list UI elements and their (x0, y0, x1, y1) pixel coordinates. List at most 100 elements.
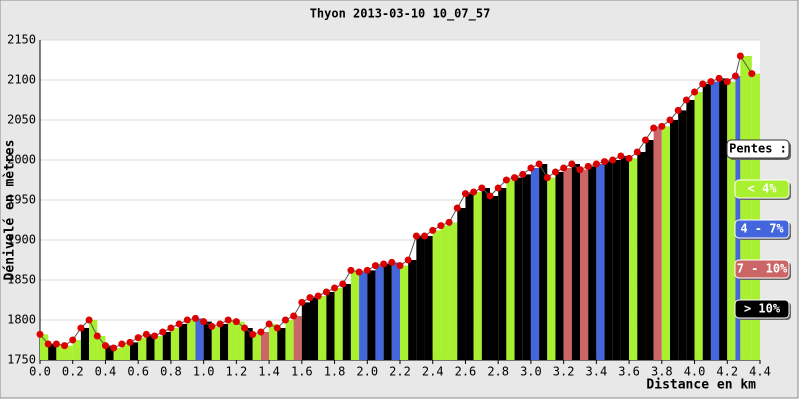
bar (391, 262, 400, 360)
point (731, 72, 739, 80)
point (175, 320, 183, 328)
point (118, 340, 126, 348)
point (543, 174, 551, 182)
legend-swatch (734, 259, 790, 279)
bar (424, 236, 433, 360)
bar (72, 340, 81, 360)
bar (383, 264, 392, 360)
point (208, 322, 216, 330)
point (85, 316, 93, 324)
x-tick-label: 3.0 (520, 365, 542, 379)
point (576, 166, 584, 174)
point (601, 158, 609, 166)
x-tick-label: 4.2 (716, 365, 738, 379)
bar (686, 100, 695, 360)
y-tick-label: 1950 (7, 193, 36, 207)
y-tick-label: 1900 (7, 233, 36, 247)
point (641, 136, 649, 144)
bar (580, 169, 589, 360)
bar (481, 188, 490, 360)
point (159, 328, 167, 336)
bar (449, 222, 458, 360)
point (625, 154, 633, 162)
bar (244, 328, 253, 360)
point (658, 122, 666, 130)
x-tick-label: 1.6 (291, 365, 313, 379)
bar (367, 270, 376, 360)
point (666, 116, 674, 124)
bar (473, 192, 482, 360)
point (748, 70, 756, 78)
bar (678, 110, 687, 361)
point (445, 218, 453, 226)
point (167, 324, 175, 332)
bar (727, 81, 736, 360)
point (470, 188, 478, 196)
point (224, 316, 232, 324)
point (77, 324, 85, 332)
x-tick-label: 1.2 (226, 365, 248, 379)
bar (563, 168, 572, 360)
point (322, 288, 330, 296)
x-tick-label: 2.2 (389, 365, 411, 379)
bar (514, 177, 523, 360)
legend-label: 7 - 10% (737, 262, 788, 276)
bar (285, 320, 294, 360)
y-tick-label: 1800 (7, 313, 36, 327)
point (674, 106, 682, 114)
chart-title: Thyon 2013-03-10 10_07_57 (310, 7, 491, 22)
bar (154, 336, 163, 360)
point (380, 260, 388, 268)
point (560, 164, 568, 172)
point (715, 74, 723, 82)
profile-line (39, 54, 753, 349)
point (142, 330, 150, 338)
point (273, 324, 281, 332)
point (437, 222, 445, 230)
x-tick-label: 0.0 (29, 365, 51, 379)
legend-title: Pentes : (729, 142, 787, 156)
point (511, 174, 519, 182)
point (461, 190, 469, 198)
point (36, 330, 44, 338)
point (216, 320, 224, 328)
bar (318, 296, 327, 360)
point (682, 96, 690, 104)
point (551, 168, 559, 176)
point (339, 280, 347, 288)
bar (130, 342, 139, 360)
bar (187, 320, 196, 360)
bar (359, 272, 368, 360)
bar (637, 152, 646, 360)
bar (645, 140, 654, 360)
point (527, 164, 535, 172)
point (723, 78, 731, 86)
point (134, 334, 142, 342)
y-tick-label: 2000 (7, 153, 36, 167)
bar (612, 160, 621, 360)
x-tick-label: 0.4 (95, 365, 117, 379)
bar (530, 168, 540, 360)
point (707, 78, 715, 86)
point (93, 332, 101, 340)
x-tick-label: 0.6 (127, 365, 149, 379)
x-tick-label: 1.4 (258, 365, 280, 379)
point (249, 330, 257, 338)
point (412, 232, 420, 240)
point (609, 156, 617, 164)
bar (162, 332, 171, 360)
bar (465, 193, 474, 360)
bar (97, 336, 106, 360)
bar (694, 92, 703, 360)
bar (596, 164, 605, 360)
x-tick-label: 3.8 (651, 365, 673, 379)
point (371, 262, 379, 270)
point (494, 184, 502, 192)
y-axis-label: Dénivelé en mètres (3, 140, 18, 281)
bar (432, 230, 441, 360)
point (592, 160, 600, 168)
point (650, 124, 658, 132)
bar (301, 302, 310, 360)
point (388, 258, 396, 266)
bar (457, 208, 466, 360)
